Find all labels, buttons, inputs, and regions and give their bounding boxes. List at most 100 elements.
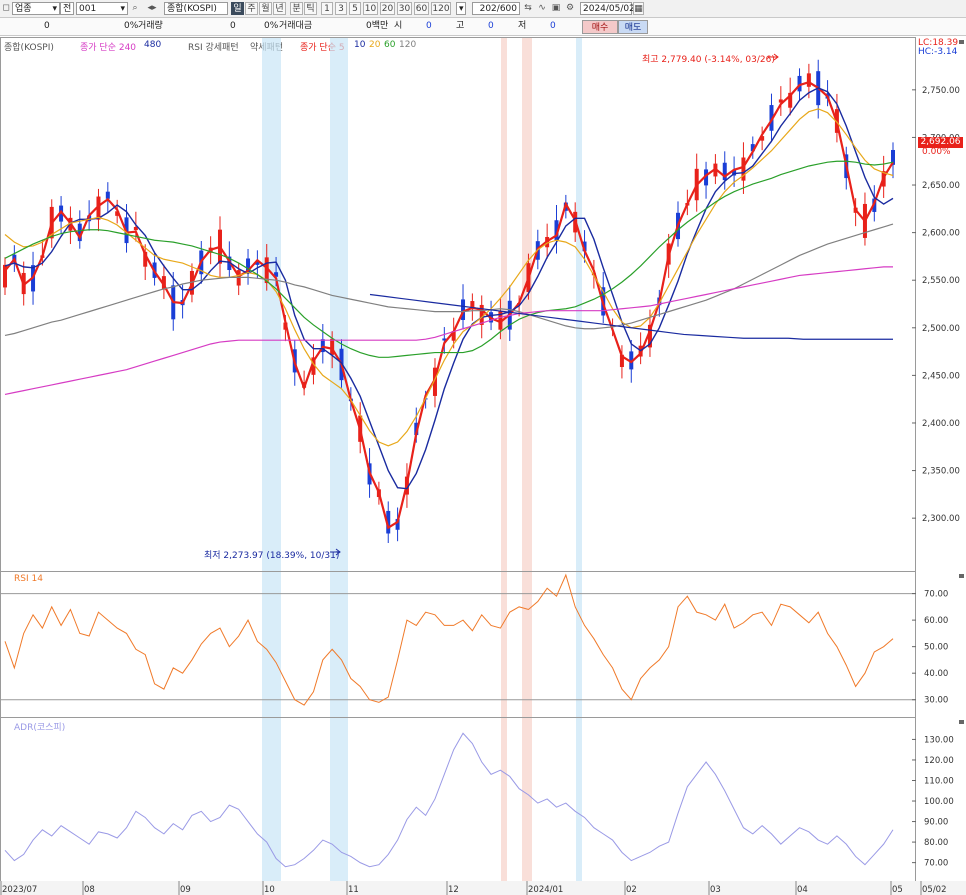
rsi-pane-label: RSI 14 [14,574,43,584]
x-axis-label: 09 [180,885,191,895]
interval-button-120[interactable]: 120 [431,2,451,15]
signal-band-4 [576,37,582,881]
x-axis-label: 2023/07 [2,885,37,895]
interval-button-20[interactable]: 20 [380,2,395,15]
date-field[interactable]: 2024/05/02 [580,2,635,15]
volume-label: 거래량 [138,21,163,31]
price-tick-label: 2,600.00 [922,229,960,239]
interval-button-3[interactable]: 3 [335,2,347,15]
adr-tick-label: 120.00 [924,756,954,766]
legend-ma-240: 종가 단순 240 [80,43,137,53]
ma480-line [369,293,893,340]
buy-button[interactable]: 매수 [582,20,618,34]
candle-body [105,191,110,199]
price-tick-label: 2,400.00 [922,419,960,429]
candle-body [750,144,755,152]
prev-next-icon[interactable]: ◂▸ [147,3,157,13]
period-day-button[interactable]: 일 [231,2,244,15]
period-month-button[interactable]: 월 [259,2,272,15]
price-pane-menu-icon[interactable] [959,40,964,44]
candle-body [619,354,624,368]
search-icon[interactable]: ⌕ [132,3,138,13]
candle-body [470,301,475,310]
x-axis-label: 12 [448,885,459,895]
candle-body [330,338,335,355]
price-tick-label: 2,500.00 [922,324,960,334]
open-value: 0 [426,21,432,31]
save-icon[interactable]: ▣ [551,3,561,13]
rsi-tick-label: 40.00 [924,669,948,679]
chart-type-icon[interactable]: ∿ [538,3,546,13]
interval-button-10[interactable]: 10 [363,2,378,15]
price-tick-label: 2,350.00 [922,467,960,477]
candle-body [554,220,559,241]
ma20-line [4,108,894,447]
rsi-tick-label: 50.00 [924,643,948,653]
amount-value: 0백만 [366,21,389,31]
period-tick-button[interactable]: 틱 [304,2,317,15]
candle-body [769,105,774,131]
ma60-line [4,160,894,358]
x-axis-label: 05/02 [922,885,947,895]
rsi-line [4,573,894,706]
adr-tick-label: 90.00 [924,818,948,828]
adr-tick-label: 80.00 [924,838,948,848]
candle-body [96,196,101,220]
market-type-select[interactable]: 업종 ▾ [12,2,60,15]
candle-body [741,157,746,181]
amount-label: 거래대금 [279,21,313,31]
high-value: 0 [488,21,494,31]
info-pct-2: 0% [264,21,279,31]
zoom-icon[interactable]: ⇆ [524,3,532,13]
candle-body [704,169,709,186]
legend-ma-120: 120 [399,40,417,50]
candle-body [806,73,811,87]
legend-ma-480: 480 [144,40,162,50]
rsi-pane-menu-icon[interactable] [959,574,964,578]
candle-body [461,299,466,320]
adr-tick-label: 70.00 [924,859,948,869]
adr-tick-label: 130.00 [924,735,954,745]
price-tick-label: 2,450.00 [922,371,960,381]
price-tick-label: 2,650.00 [922,181,960,191]
low-value: 0 [550,21,556,31]
last-price-marker: 2,692.06 [918,137,963,148]
rsi-tick-label: 60.00 [924,616,948,626]
candle-body [629,351,634,370]
candle-body [161,276,166,290]
open-label: 시 [394,21,403,31]
interval-button-30[interactable]: 30 [397,2,412,15]
info-value-1: 0 [44,21,50,31]
candle-body [255,261,260,265]
info-pct-1: 0% [124,21,139,31]
candle-body [891,149,895,165]
x-axis-label: 04 [797,885,808,895]
period-minute-button[interactable]: 분 [290,2,303,15]
scope-select[interactable]: 전 [60,2,74,15]
interval-button-1[interactable]: 1 [321,2,333,15]
signal-band-2 [501,37,507,881]
candle-body [264,257,269,284]
info-bar: 0 0% 거래량 0 0% 거래대금 0백만 시 0 고 0 저 0 매수 매도 [0,18,966,36]
sell-button[interactable]: 매도 [618,20,648,34]
candle-body [133,226,138,231]
period-week-button[interactable]: 주 [245,2,258,15]
candle-body [246,258,251,274]
period-year-button[interactable]: 년 [273,2,286,15]
candle-body [59,205,64,222]
candle-body [732,169,737,176]
calendar-icon[interactable]: ▦ [633,2,644,15]
price-tick-label: 2,550.00 [922,276,960,286]
adr-pane-menu-icon[interactable] [959,720,964,724]
settings-icon[interactable]: ⚙ [565,3,575,13]
candle-body [320,339,325,353]
window-icon[interactable]: ◻ [2,3,10,13]
interval-button-60[interactable]: 60 [414,2,429,15]
interval-dropdown[interactable]: ▾ [456,2,466,15]
interval-button-5[interactable]: 5 [349,2,361,15]
candle-count-field[interactable]: 202/600 [472,2,520,15]
code-input[interactable]: 001 ▾ [76,2,128,15]
x-axis-label: 10 [264,885,275,895]
x-axis-label: 03 [710,885,721,895]
rsi-tick-label: 30.00 [924,696,948,706]
